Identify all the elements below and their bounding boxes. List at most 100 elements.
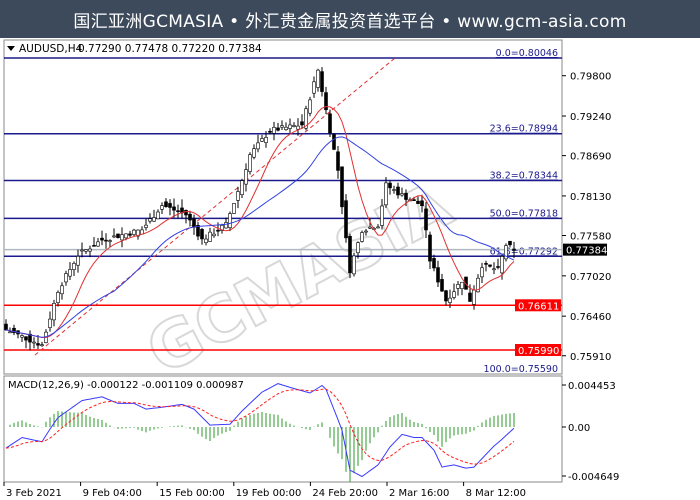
candle	[280, 125, 284, 128]
price-chart[interactable]: GCMASIA 0.0=0.8004623.6=0.7899438.2=0.78…	[0, 38, 700, 500]
candle	[92, 245, 96, 247]
candle	[480, 267, 484, 278]
macd-signal-line	[5, 388, 515, 465]
macd-panel	[3, 375, 563, 483]
candle	[116, 233, 120, 239]
candle	[396, 186, 400, 196]
candle	[304, 108, 308, 129]
candle	[8, 331, 12, 334]
candle	[132, 229, 136, 235]
fib-label: 38.2=0.78344	[490, 171, 558, 182]
candle	[84, 249, 88, 252]
ma-fast-line	[5, 105, 515, 339]
macd-tick-label: -0.004649	[568, 472, 619, 483]
macd-tick-label: 0.004453	[568, 381, 616, 392]
candle	[296, 125, 300, 130]
x-tick-label: 8 Mar 12:00	[466, 488, 526, 499]
candle	[332, 134, 336, 150]
candle	[200, 229, 204, 240]
y-tick-label: 0.79800	[570, 72, 611, 83]
candle	[416, 200, 420, 204]
candle	[120, 234, 124, 241]
support-price-label: 0.75990	[518, 346, 559, 357]
candle	[164, 201, 168, 207]
candle	[4, 323, 8, 331]
candle	[188, 213, 192, 221]
candle	[284, 126, 288, 130]
support-price-label: 0.76611	[518, 301, 559, 312]
candle	[356, 242, 360, 254]
candle	[380, 205, 384, 226]
candle	[56, 292, 60, 303]
candle	[160, 205, 164, 210]
x-tick-label: 9 Feb 04:00	[83, 488, 142, 499]
candle	[152, 217, 156, 222]
candle	[176, 210, 180, 212]
symbol-label: AUDUSD,H4 0.77290 0.77478 0.77220 0.7738…	[7, 43, 262, 55]
fib-label: 61.8=0.77292	[490, 246, 558, 257]
candle	[196, 225, 200, 237]
macd-main-line	[5, 383, 515, 478]
candle	[392, 189, 396, 191]
candle	[72, 263, 76, 270]
candle	[472, 289, 476, 305]
candle	[12, 327, 16, 333]
brand-header: 国汇亚洲GCMASIA • 外汇贵金属投资首选平台 • www.gcm-asia…	[0, 0, 700, 38]
candle	[108, 240, 112, 242]
candle	[384, 182, 388, 206]
header-title: 国汇亚洲GCMASIA • 外汇贵金属投资首选平台 • www.gcm-asia…	[73, 11, 627, 32]
candle	[32, 341, 36, 344]
candle	[412, 199, 416, 201]
candle	[476, 277, 480, 293]
candle	[168, 203, 172, 208]
candle	[204, 238, 208, 244]
candle	[420, 200, 424, 207]
candle	[452, 291, 456, 298]
candle	[40, 344, 44, 346]
candle	[496, 266, 500, 268]
x-tick-label: 15 Feb 00:00	[159, 488, 225, 499]
candle	[368, 226, 372, 229]
x-tick-label: 24 Feb 20:00	[312, 488, 378, 499]
candle	[300, 121, 304, 126]
fib-label: 100.0=0.75590	[484, 364, 558, 375]
candle	[456, 284, 460, 289]
support-price-tag	[515, 343, 561, 356]
candle	[324, 92, 328, 111]
candle	[328, 113, 332, 134]
candle	[340, 166, 344, 208]
candle	[312, 81, 316, 94]
candle	[352, 255, 356, 275]
fibonacci-levels: 0.0=0.80046 23.6=0.78994 38.2=0.78344 50.0=…	[4, 48, 562, 375]
candle	[320, 71, 324, 92]
candle	[24, 336, 28, 341]
candle	[128, 233, 132, 236]
fib-label: 23.6=0.78994	[490, 124, 558, 135]
candle	[64, 273, 68, 283]
candle	[336, 151, 340, 171]
y-tick-label: 0.75910	[570, 352, 611, 363]
candle	[500, 256, 504, 274]
candle	[240, 180, 244, 195]
x-tick-label: 19 Feb 00:00	[236, 488, 302, 499]
candle	[80, 249, 84, 252]
candle	[276, 127, 280, 131]
candle	[228, 213, 232, 228]
candle	[512, 248, 516, 251]
candle	[428, 234, 432, 262]
macd-label: MACD(12,26,9) -0.000122 -0.001109 0.0009…	[8, 380, 244, 391]
candle	[432, 258, 436, 269]
candle	[136, 229, 140, 237]
ohlc-values: 0.77290 0.77478 0.77220 0.77384	[78, 43, 262, 55]
trendline[interactable]	[34, 57, 396, 356]
candle	[236, 191, 240, 201]
candle	[444, 290, 448, 302]
candle	[208, 231, 212, 242]
candle	[88, 248, 92, 252]
candles	[4, 67, 516, 351]
candle	[436, 267, 440, 283]
dropdown-triangle-icon[interactable]	[7, 46, 15, 51]
macd-tick-label: 0.00	[568, 423, 590, 434]
y-tick-label: 0.76460	[570, 312, 611, 323]
candle	[404, 192, 408, 200]
